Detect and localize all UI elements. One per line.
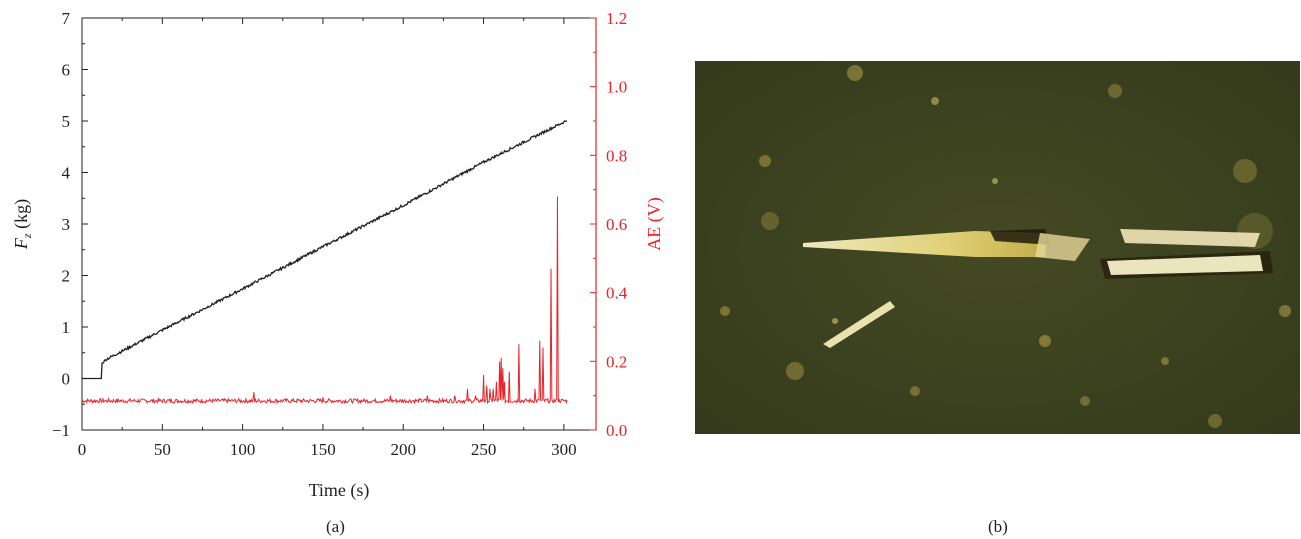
y-left-tick-label: 3 [62,215,71,234]
y-left-tick-label: 7 [62,9,71,28]
y-right-tick-label: 1.2 [606,9,627,28]
y-right-tick-label: 1.0 [606,78,627,97]
y-right-tick-label: 0.8 [606,146,627,165]
x-tick-label: 300 [551,440,577,459]
y-left-tick-label: 2 [62,267,71,286]
series-layer [81,120,568,405]
y-left-tick-label: 5 [62,112,71,131]
x-axis-title: Time (s) [309,480,370,501]
x-tick-label: 50 [154,440,171,459]
x-tick-label: 100 [230,440,256,459]
micrograph-image [695,61,1300,434]
y-right-tick-label: 0.4 [606,284,628,303]
y-right-tick-label: 0.2 [606,352,627,371]
y-right-tick-label: 0.0 [606,421,627,440]
y-left-label-sub: z [20,233,34,239]
x-tick-label: 200 [391,440,417,459]
x-tick-label: 250 [471,440,497,459]
x-tick-label: 0 [78,440,87,459]
y-left-tick-label: 0 [62,370,71,389]
y-left-label-main: F [11,237,31,250]
scratch-track [803,229,1273,348]
caption-b: (b) [988,517,1008,536]
fz-series-line [82,120,568,380]
y-left-tick-label: 4 [62,164,71,183]
y-right-tick-label: 0.6 [606,215,627,234]
x-tick-label: 150 [310,440,336,459]
y-left-tick-label: −1 [52,421,70,440]
y-left-tick-label: 6 [62,61,71,80]
y-left-tick-label: 1 [62,318,71,337]
ae-series-line [81,196,568,405]
y-axis-right-title: AE (V) [644,197,665,250]
y-left-label-unit: (kg) [11,199,32,234]
y-axis-left-title: Fz (kg) [11,199,34,250]
ticks-layer: 0 50 100 150 200 250 300 −1 0 1 2 3 4 5 6 7 0.0 0.2 0.4 0.6… [52,9,628,459]
caption-a: (a) [326,517,345,536]
